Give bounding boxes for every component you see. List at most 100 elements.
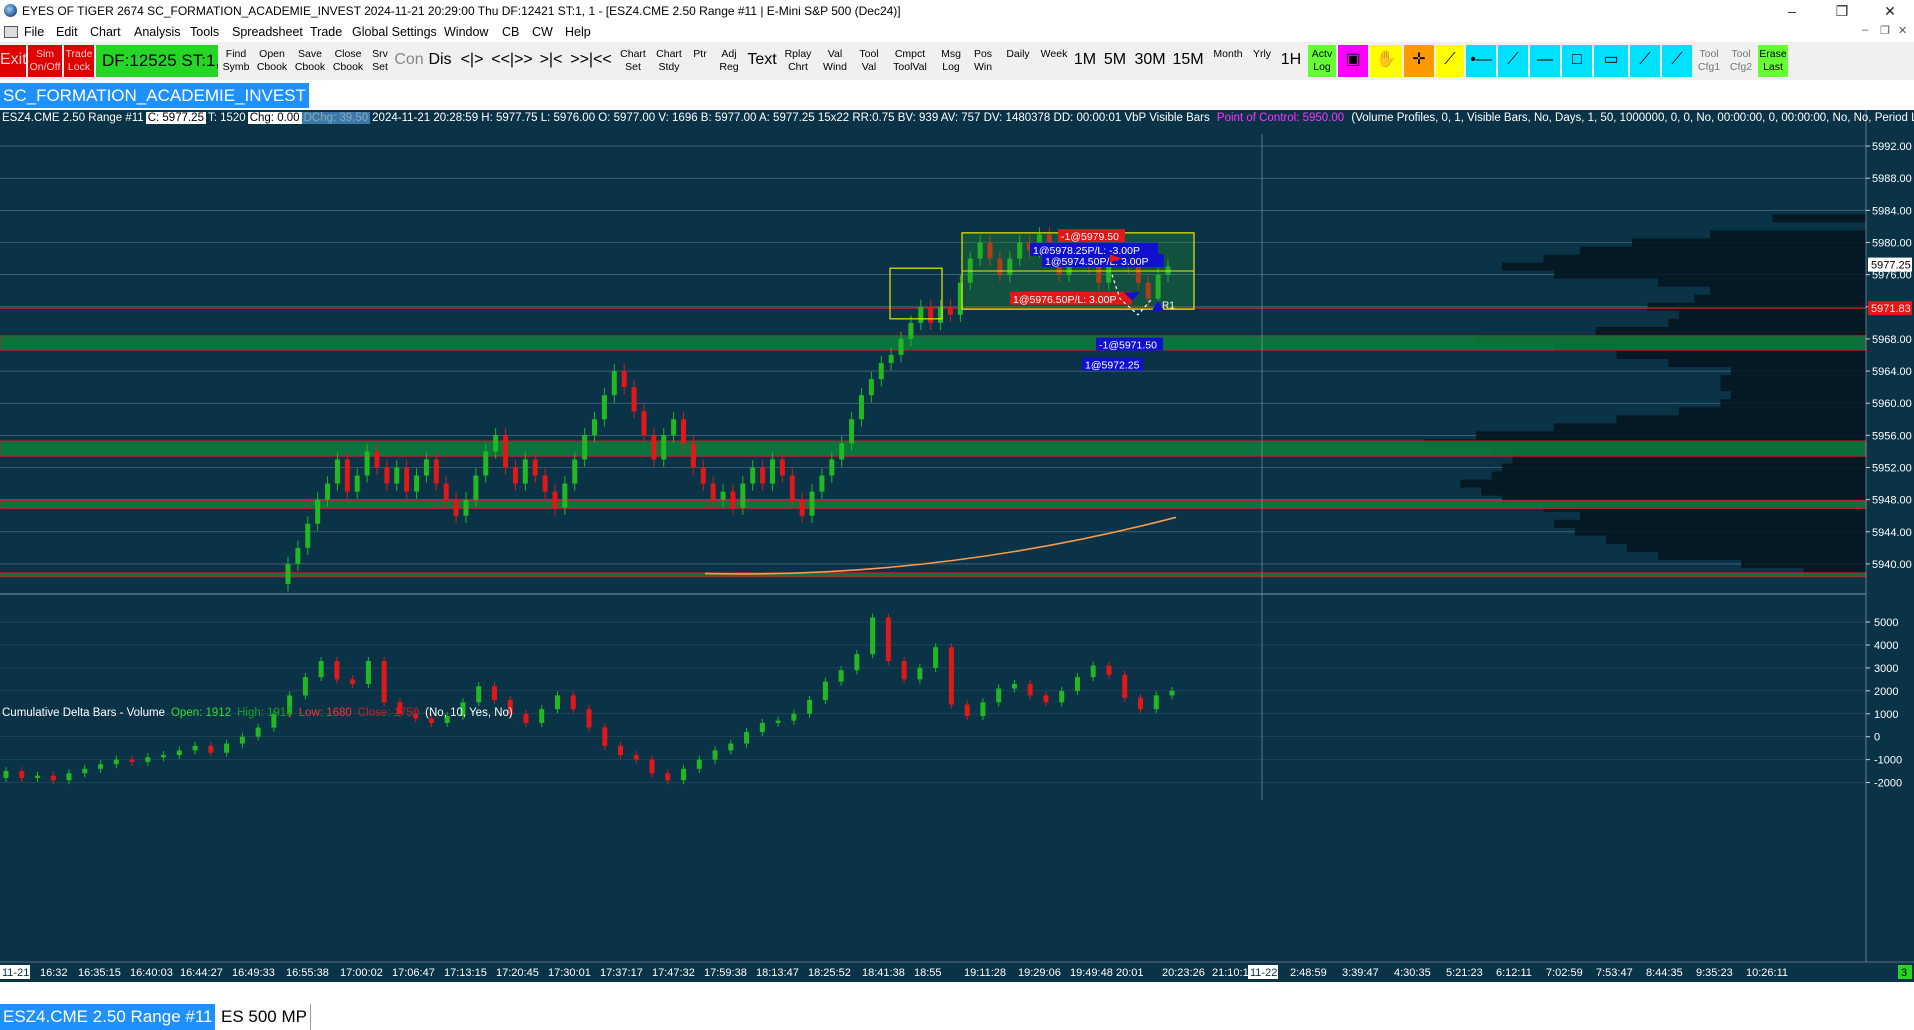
toolbar-srv-set-button[interactable]: Srv Set — [372, 48, 388, 73]
candle-body — [799, 499, 805, 516]
toolbar-open-cbook-button[interactable]: Open Cbook — [256, 48, 288, 73]
toolbar-df-12525-st-1-1-bl-button[interactable]: DF:12525 ST:1, 1 Bl — [96, 45, 218, 77]
tab-es-500-mp[interactable]: ES 500 MP — [218, 1004, 311, 1030]
close-button[interactable]: ✕ — [1884, 3, 1896, 19]
vwap-line — [704, 516, 1177, 575]
toolbar-find-symb-button[interactable]: Find Symb — [222, 48, 250, 73]
toolbar-sim-on-off-button[interactable]: Sim On/Off — [28, 45, 62, 77]
menu-trade[interactable]: Trade — [310, 25, 343, 39]
menu-cb[interactable]: CB — [502, 25, 520, 39]
app-icon — [4, 4, 17, 17]
mdi-close-button[interactable]: ✕ — [1898, 25, 1908, 37]
volume-profile-bar — [1626, 543, 1866, 552]
line-tool-icon[interactable]: ⟋ — [1436, 45, 1464, 77]
candle-body — [443, 483, 449, 500]
volume-profile-bar — [1803, 567, 1866, 576]
toolbar-msg-log-button[interactable]: Msg Log — [941, 48, 961, 73]
rectangle-icon[interactable]: □ — [1562, 45, 1592, 77]
menu-tools[interactable]: Tools — [190, 25, 220, 39]
menu-cw[interactable]: CW — [532, 25, 553, 39]
menu-analysis[interactable]: Analysis — [134, 25, 181, 39]
crosshair-icon[interactable]: ✛ — [1404, 45, 1434, 77]
delta-bar — [1106, 665, 1112, 675]
toolbar-save-cbook-button[interactable]: Save Cbook — [294, 48, 326, 73]
delta-bar — [66, 773, 72, 781]
toolbar-1h-button[interactable]: 1H — [1280, 51, 1302, 68]
delta-axis-label: 3000 — [1874, 663, 1898, 675]
save-icon[interactable]: ▣ — [1338, 45, 1368, 77]
delta-bar — [365, 661, 371, 684]
toolbar-btn-button[interactable]: >|< — [539, 51, 563, 68]
menu-window[interactable]: Window — [444, 25, 489, 39]
toolbar-con-button[interactable]: Con — [394, 51, 424, 68]
menu-global-settings[interactable]: Global Settings — [352, 25, 437, 39]
mdi-window-icon[interactable] — [4, 26, 18, 38]
toolbar-val-wind-button[interactable]: Val Wind — [823, 48, 847, 73]
hand-icon[interactable]: ✋ — [1370, 45, 1402, 77]
toolbar-pos-win-button[interactable]: Pos Win — [973, 48, 993, 73]
extended-line-icon[interactable]: ⟋ — [1662, 45, 1692, 77]
toolbar-daily-button[interactable]: Daily — [1006, 48, 1030, 60]
toolbar-btn-button[interactable]: <|> — [460, 51, 484, 68]
toolbar-month-button[interactable]: Month — [1213, 48, 1243, 60]
toolbar-week-button[interactable]: Week — [1040, 48, 1068, 60]
candle-body — [1145, 282, 1151, 299]
toolbar-chart-stdy-button[interactable]: Chart Stdy — [656, 48, 682, 73]
toolbar-chart-set-button[interactable]: Chart Set — [620, 48, 646, 73]
candle-body — [779, 459, 785, 476]
minimize-button[interactable]: – — [1788, 3, 1796, 19]
time-axis-label: 17:06:47 — [392, 967, 435, 979]
delta-bar — [885, 617, 891, 662]
toolbar-btn-button[interactable]: <<|>> — [491, 51, 533, 68]
delta-high: High: 1919 — [237, 707, 293, 719]
toolbar-dis-button[interactable]: Dis — [428, 51, 452, 68]
chart-area[interactable]: -1@5979.50 1@5978.25P/L: -3.00P 1@5974.50P… — [0, 110, 1914, 982]
toolbar-rplay-chrt-button[interactable]: Rplay Chrt — [784, 48, 812, 73]
toolbar-erase-last-button[interactable]: Erase Last — [1758, 45, 1788, 77]
toolbar-tool-cfg2-button[interactable]: Tool Cfg2 — [1729, 48, 1753, 73]
chart-canvas[interactable]: -1@5979.50 1@5978.25P/L: -3.00P1@5974.50P… — [0, 110, 1914, 982]
volume-profile-bar — [1772, 214, 1866, 223]
delta-bar — [665, 773, 671, 781]
toolbar-1m-button[interactable]: 1M — [1073, 51, 1097, 68]
mdi-minimize-button[interactable]: – — [1862, 24, 1869, 36]
menu-edit[interactable]: Edit — [56, 25, 78, 39]
arrow-line-icon[interactable]: ⟋ — [1630, 45, 1660, 77]
toolbar-15m-button[interactable]: 15M — [1172, 51, 1204, 68]
info-vp-params: (Volume Profiles, 0, 1, Visible Bars, No… — [1351, 112, 1914, 124]
info-close: C: 5977.25 — [145, 112, 206, 124]
tab-esz4-range[interactable]: ESZ4.CME 2.50 Range #11 — [0, 1004, 216, 1030]
delta-low: Low: 1680 — [298, 707, 352, 719]
chartbook-tab[interactable]: SC_FORMATION_ACADEMIE_INVEST — [0, 83, 309, 108]
maximize-button[interactable]: ❐ — [1835, 3, 1849, 19]
toolbar-tool-val-button[interactable]: Tool Val — [859, 48, 879, 73]
toolbar-close-cbook-button[interactable]: Close Cbook — [332, 48, 364, 73]
toolbar-text-button[interactable]: Text — [747, 51, 777, 68]
toolbar-ptr-button[interactable]: Ptr — [693, 48, 707, 60]
toolbar-cmpct-toolval-button[interactable]: Cmpct ToolVal — [893, 48, 927, 73]
toolbar-trade-lock-button[interactable]: Trade Lock — [64, 45, 94, 77]
toolbar-tool-cfg1-button[interactable]: Tool Cfg1 — [1697, 48, 1721, 73]
menu-help[interactable]: Help — [565, 25, 591, 39]
ray-icon[interactable]: •— — [1466, 45, 1496, 77]
toolbar-btn-button[interactable]: >>|<< — [570, 51, 612, 68]
chart-info-line: ESZ4.CME 2.50 Range #11 C: 5977.25 T: 1520… — [0, 112, 1914, 128]
mdi-restore-button[interactable]: ❐ — [1880, 25, 1890, 37]
horizontal-line-icon[interactable]: — — [1530, 45, 1560, 77]
toolbar-adj-reg-button[interactable]: Adj Reg — [719, 48, 739, 73]
wide-rectangle-icon[interactable]: ▭ — [1594, 45, 1628, 77]
date-marker-box — [0, 965, 30, 979]
toolbar-actv-log-button[interactable]: Actv Log — [1308, 45, 1336, 77]
toolbar-30m-button[interactable]: 30M — [1134, 51, 1166, 68]
toolbar-exit-button[interactable]: Exit — [0, 45, 26, 77]
menu-spreadsheet[interactable]: Spreadsheet — [232, 25, 303, 39]
menu-chart[interactable]: Chart — [90, 25, 121, 39]
volume-profile-bar — [1710, 230, 1866, 239]
toolbar-yrly-button[interactable]: Yrly — [1252, 48, 1272, 60]
menu-file[interactable]: File — [24, 25, 45, 39]
date-marker-label: 11-22 — [1250, 967, 1277, 979]
volume-profile-bar — [1460, 479, 1866, 488]
trend-line-icon[interactable]: ⟋ — [1498, 45, 1528, 77]
toolbar-5m-button[interactable]: 5M — [1103, 51, 1127, 68]
